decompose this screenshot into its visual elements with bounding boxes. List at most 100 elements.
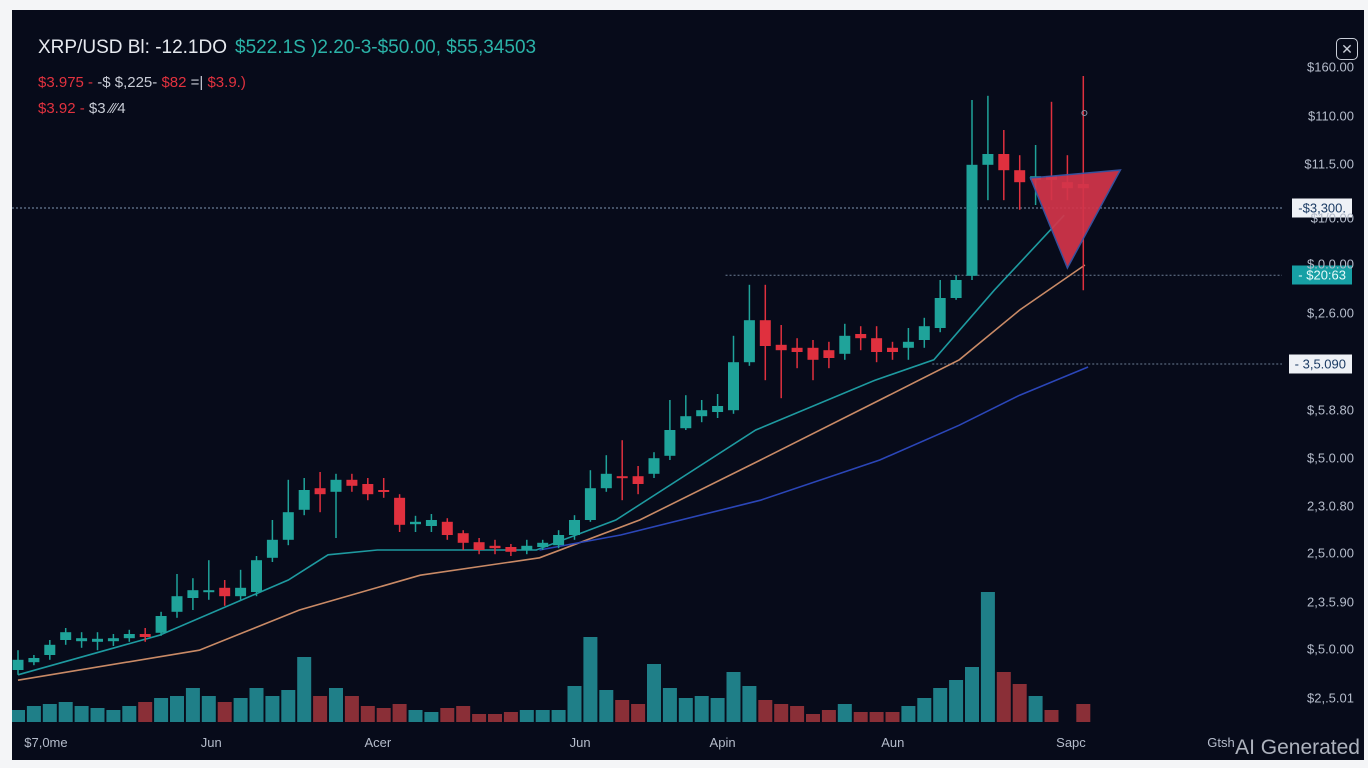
candle-body: [775, 344, 787, 351]
candle-body: [728, 362, 739, 411]
volume-bar: [869, 712, 884, 722]
indicator-value: -$ $,225-: [97, 74, 158, 91]
x-axis-tick-label: $7,0me: [24, 735, 68, 750]
ai-generated-watermark: AI Generated: [1235, 736, 1360, 759]
candle-body: [600, 473, 612, 489]
volume-bar: [535, 710, 550, 722]
moving-average-line: [539, 366, 1089, 551]
volume-bar: [12, 710, 25, 722]
candle-body: [696, 410, 708, 417]
volume-bar: [344, 696, 359, 722]
x-axis-tick-label: Jun: [200, 735, 222, 750]
volume-bar: [360, 706, 375, 722]
volume-bar: [980, 592, 995, 722]
volume-bar: [313, 696, 328, 722]
y-axis-tick-label: 2,3.0.80: [1307, 498, 1354, 514]
symbol-title: XRP/USD Bl: -12.1DO: [38, 37, 227, 58]
price-chart[interactable]: [12, 10, 1364, 760]
volume-bar: [424, 712, 439, 722]
indicator-value: $3.975 -: [38, 74, 94, 91]
volume-bar: [170, 696, 184, 722]
volume-bar: [933, 688, 948, 722]
candle-body: [934, 298, 946, 328]
y-axis-tick-label: $110.00: [1307, 108, 1354, 124]
candle-body: [346, 479, 358, 486]
candle-body: [632, 476, 644, 484]
candle-body: [282, 512, 294, 540]
candle-body: [823, 350, 835, 358]
y-axis-tick-label: $1/0.00: [1310, 210, 1354, 226]
candle-body: [791, 347, 803, 352]
y-axis-tick-label: $,5.0.00: [1307, 641, 1354, 657]
candle-body: [807, 347, 819, 360]
candle-body: [378, 490, 390, 492]
candle-body: [425, 520, 437, 526]
candle-body: [918, 326, 930, 340]
volume-bar: [329, 688, 343, 722]
volume-bar: [965, 667, 979, 722]
candle-body: [441, 521, 453, 535]
volume-bar: [201, 696, 216, 722]
candle-body: [60, 632, 72, 640]
candle-body: [887, 347, 898, 352]
candle-body: [92, 638, 103, 642]
volume-bar: [1076, 704, 1091, 722]
candle-body: [314, 488, 326, 495]
candle-body: [712, 406, 724, 412]
volume-bar: [662, 688, 677, 722]
candle-body: [219, 587, 231, 597]
volume-bar: [249, 688, 264, 722]
candle-body: [855, 334, 867, 339]
indicator-value: =|: [190, 74, 204, 91]
volume-bar: [281, 690, 296, 722]
candle-body: [839, 335, 851, 354]
volume-bar: [917, 698, 932, 722]
indicator-line-1: $3.975 - -$ $,225- $82 =| $3.9.): [38, 74, 246, 91]
candle-body: [537, 542, 549, 547]
volume-bar: [647, 664, 661, 722]
volume-bar: [615, 700, 630, 722]
y-axis-tick-label: $.0.0.00: [1307, 256, 1354, 272]
volume-bar: [106, 710, 121, 722]
volume-bar: [185, 688, 200, 722]
candle-body: [982, 154, 994, 165]
candle-body: [553, 535, 565, 546]
x-axis-tick-label: Aun: [881, 735, 905, 750]
candle-body: [569, 520, 580, 535]
candle-body: [330, 479, 342, 492]
crosshair-settings-icon[interactable]: ✕: [1336, 38, 1358, 60]
volume-bar: [1012, 684, 1027, 722]
volume-bar: [503, 712, 518, 722]
volume-bar: [774, 704, 789, 722]
indicator-value: $3.92 -: [38, 100, 85, 117]
volume-bar: [694, 696, 709, 722]
volume-bar: [90, 708, 105, 722]
volume-bar: [996, 672, 1011, 722]
candle-body: [584, 488, 596, 520]
volume-bar: [154, 698, 169, 722]
volume-bar: [376, 708, 391, 722]
volume-bar: [122, 706, 137, 722]
candle-body: [473, 542, 485, 550]
candle-body: [998, 154, 1010, 171]
volume-bar: [1044, 710, 1059, 722]
indicator-value: $82: [161, 74, 187, 91]
candle-body: [616, 476, 628, 479]
candle-body: [743, 320, 755, 363]
volume-bar: [710, 698, 725, 722]
volume-bar: [806, 714, 820, 722]
candle-body: [966, 164, 978, 276]
candle-body: [759, 320, 771, 346]
candle-body: [155, 616, 167, 633]
y-axis-tick-label: $,2.6.00: [1307, 305, 1354, 321]
volume-bar: [631, 704, 646, 722]
candle-body: [171, 596, 183, 612]
candle-body: [950, 280, 962, 298]
volume-bar: [726, 672, 741, 722]
ohlc-values: $522.1S )2.20-3-$50.00, $55,34503: [235, 37, 537, 58]
symbol-header: XRP/USD Bl: -12.1DO $522.1S )2.20-3-$50.0…: [38, 37, 536, 59]
y-axis-tick-label: 2,5.0.00: [1307, 545, 1354, 561]
volume-bar: [472, 714, 487, 722]
chart-panel: XRP/USD Bl: -12.1DO $522.1S )2.20-3-$50.0…: [12, 10, 1364, 760]
volume-bar: [949, 680, 964, 722]
